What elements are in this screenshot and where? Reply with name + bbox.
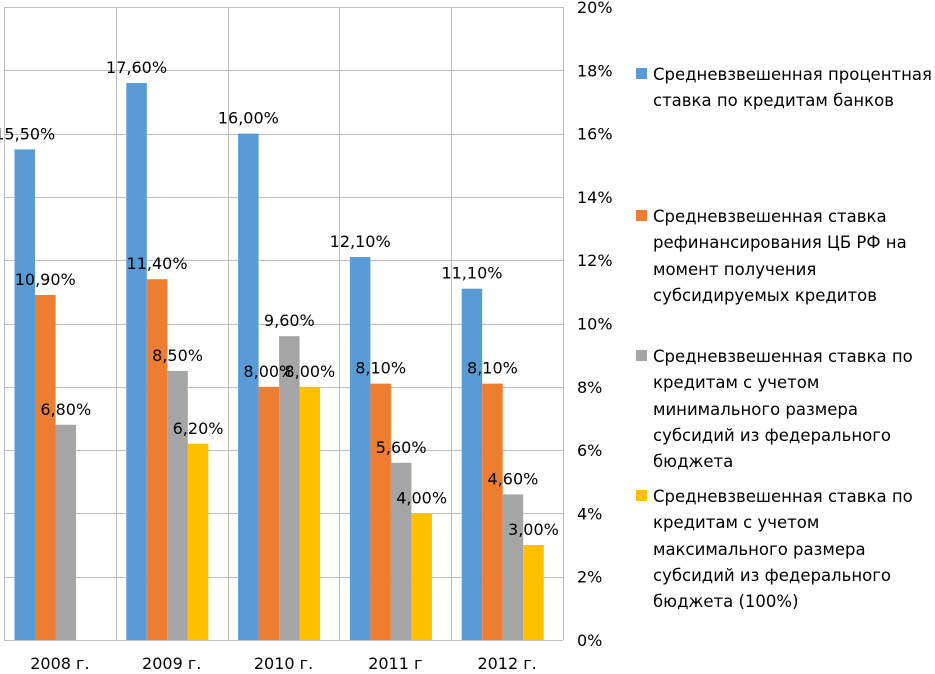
bar xyxy=(482,384,503,640)
bar xyxy=(523,545,544,640)
legend-swatch-yellow xyxy=(636,490,647,501)
y-tick-label: 6% xyxy=(577,441,602,460)
y-tick-label: 8% xyxy=(577,378,602,397)
data-label: 8,10% xyxy=(355,359,406,378)
y-tick-label: 18% xyxy=(577,61,613,80)
data-label: 6,80% xyxy=(40,400,91,419)
bar xyxy=(147,279,168,640)
x-tick-label: 2009 г. xyxy=(142,654,201,673)
y-tick-label: 10% xyxy=(577,315,613,334)
bar xyxy=(279,336,300,640)
data-label: 8,10% xyxy=(467,359,518,378)
legend-item-bank-rate: Средневзвешенная процентная ставка по кр… xyxy=(636,62,933,115)
x-tick-label: 2012 г. xyxy=(477,654,536,673)
data-label: 3,00% xyxy=(508,520,559,539)
legend-item-min-subsidy-rate: Средневзвешенная ставка по кредитам с уч… xyxy=(636,344,933,475)
data-label: 9,60% xyxy=(264,311,315,330)
y-tick-label: 2% xyxy=(577,568,602,587)
bar xyxy=(503,494,524,640)
bar xyxy=(167,371,188,640)
x-tick-label: 2010 г. xyxy=(254,654,313,673)
x-tick-label: 2008 г. xyxy=(30,654,89,673)
data-label: 6,20% xyxy=(173,419,224,438)
legend-label: Средневзвешенная процентная ставка по кр… xyxy=(653,62,933,115)
legend-label: Средневзвешенная ставка по кредитам с уч… xyxy=(653,344,933,475)
data-label: 4,00% xyxy=(396,488,447,507)
bar xyxy=(300,387,321,640)
y-tick-label: 20% xyxy=(577,0,613,17)
data-label: 17,60% xyxy=(106,58,167,77)
bar xyxy=(56,425,77,640)
data-label: 10,90% xyxy=(15,270,76,289)
legend-swatch-blue xyxy=(636,68,647,79)
data-label: 12,10% xyxy=(330,232,391,251)
data-label: 15,50% xyxy=(0,124,55,143)
y-tick-label: 0% xyxy=(577,631,602,650)
bar xyxy=(259,387,280,640)
bar xyxy=(35,295,56,640)
y-tick-label: 16% xyxy=(577,125,613,144)
legend-item-refinancing-rate: Средневзвешенная ставка рефинансирования… xyxy=(636,204,933,309)
data-label: 11,40% xyxy=(127,254,188,273)
bar xyxy=(350,257,371,640)
data-label: 8,50% xyxy=(152,346,203,365)
legend-item-max-subsidy-rate: Средневзвешенная ставка по кредитам с уч… xyxy=(636,484,933,615)
bar xyxy=(238,134,259,640)
bar xyxy=(188,444,209,640)
legend-label: Средневзвешенная ставка рефинансирования… xyxy=(653,204,933,309)
data-label: 16,00% xyxy=(218,109,279,128)
bar xyxy=(15,149,36,640)
bar xyxy=(411,513,432,640)
bar xyxy=(370,384,391,640)
legend-swatch-gray xyxy=(636,350,647,361)
data-label: 11,10% xyxy=(441,264,502,283)
legend-label: Средневзвешенная ставка по кредитам с уч… xyxy=(653,484,933,615)
x-tick-label: 2011 г xyxy=(368,654,422,673)
y-tick-label: 12% xyxy=(577,251,613,270)
data-label: 8,00% xyxy=(284,362,335,381)
bar xyxy=(462,289,483,640)
bar xyxy=(126,83,147,640)
data-label: 4,60% xyxy=(488,469,539,488)
y-tick-label: 14% xyxy=(577,188,613,207)
legend-swatch-orange xyxy=(636,210,647,221)
y-tick-label: 4% xyxy=(577,504,602,523)
data-label: 5,60% xyxy=(376,438,427,457)
